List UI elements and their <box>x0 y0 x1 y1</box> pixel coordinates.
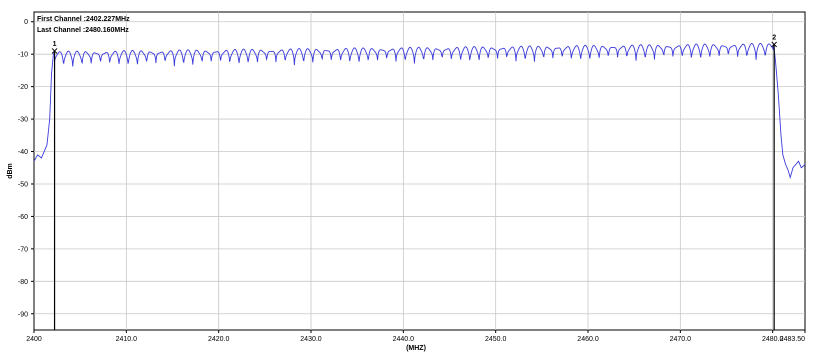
y-tick-label: -70 <box>18 246 28 253</box>
markers: 12 <box>51 34 778 330</box>
annotation-last-channel: Last Channel :2480.160MHz <box>37 27 129 34</box>
x-axis-title: (MHZ) <box>406 345 426 352</box>
x-tick-label: 2440.0 <box>393 336 415 343</box>
y-tick-label: 0 <box>24 19 28 26</box>
y-tick-label: -20 <box>18 84 28 91</box>
y-tick-label: -40 <box>18 149 28 156</box>
x-tick-label: 2470.0 <box>670 336 692 343</box>
marker-1-label: 1 <box>53 41 57 48</box>
x-tick-label: 2430.0 <box>300 336 322 343</box>
x-tick-label: 2483.50 <box>780 336 805 343</box>
marker-1-cross <box>51 48 58 54</box>
y-tick-label: -10 <box>18 52 28 59</box>
axes: 0 -10 -20 -30 -40 -50 -60 -70 -80 -90 2400 2410.0 24… <box>18 19 806 343</box>
series-line <box>33 42 806 180</box>
y-tick-label: -30 <box>18 117 28 124</box>
x-tick-label: 2410.0 <box>116 336 138 343</box>
marker-2-cross <box>771 41 778 48</box>
x-tick-label: 2420.0 <box>208 336 230 343</box>
plot-background <box>33 11 806 331</box>
x-tick-label: 2460.0 <box>577 336 599 343</box>
y-tick-label: -50 <box>18 181 28 188</box>
annotation-first-channel: First Channel :2402.227MHz <box>37 16 130 23</box>
y-axis-title: dBm <box>7 163 14 179</box>
y-tick-label: -80 <box>18 279 28 286</box>
y-tick-label: -60 <box>18 214 28 221</box>
series-layer <box>33 42 806 180</box>
marker-2-label: 2 <box>772 34 776 41</box>
y-tick-label: -90 <box>18 311 28 318</box>
x-tick-label: 2400 <box>26 336 42 343</box>
grid <box>34 12 805 330</box>
x-tick-label: 2480.0 <box>762 336 784 343</box>
x-tick-label: 2450.0 <box>485 336 507 343</box>
